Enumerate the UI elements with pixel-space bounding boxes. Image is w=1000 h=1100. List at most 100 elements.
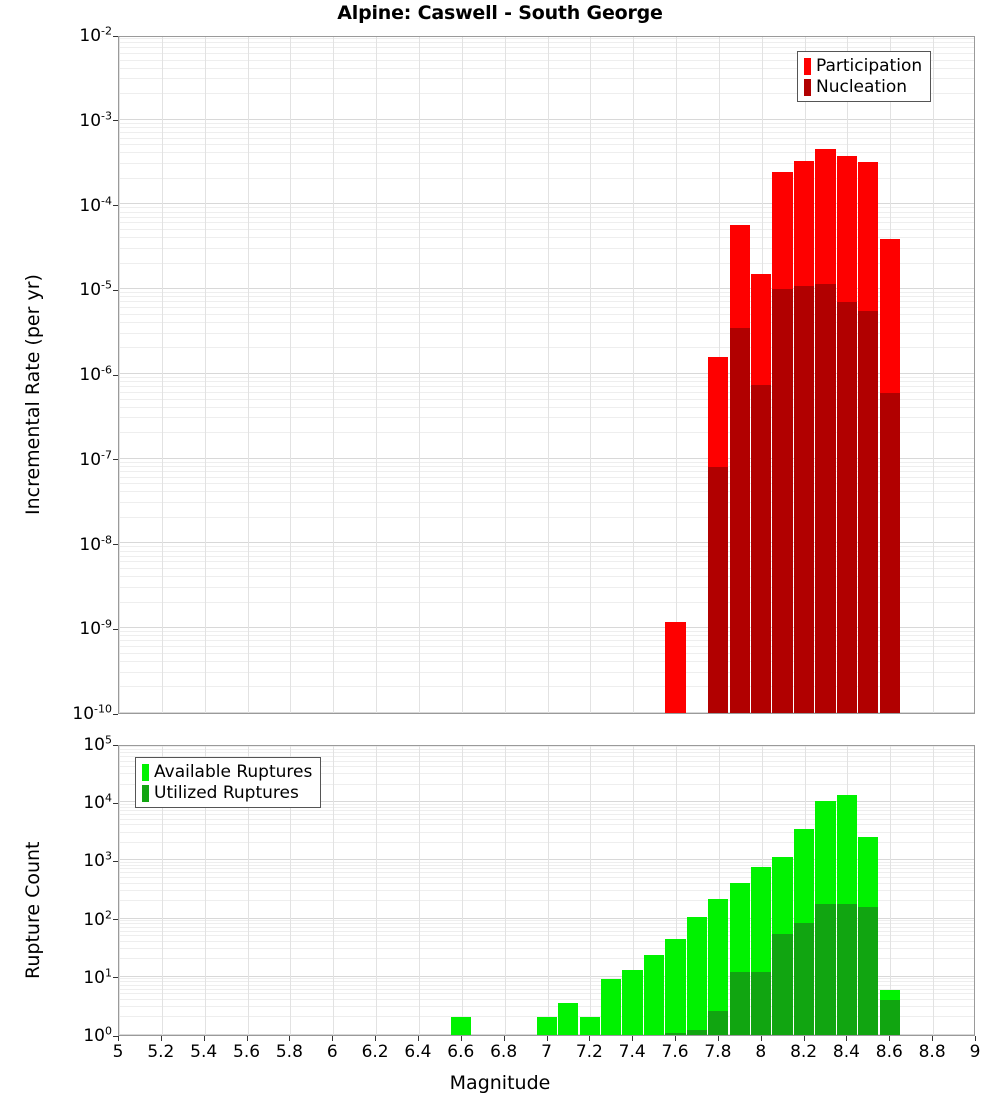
gridline-vertical	[290, 746, 292, 1035]
gridline-minor	[119, 814, 974, 815]
gridline-minor	[119, 292, 974, 293]
bar-available-ruptures	[708, 899, 729, 1035]
y-tick-label: 10-3	[79, 109, 112, 131]
gridline-minor	[119, 1016, 974, 1017]
gridline-vertical	[119, 746, 120, 1035]
y-tick-label: 10-9	[79, 617, 112, 640]
gridline-minor	[119, 890, 974, 891]
x-tick-label: 5	[112, 1042, 124, 1062]
bar-utilized-ruptures	[751, 972, 772, 1035]
bar-available-ruptures	[622, 970, 643, 1035]
gridline-minor	[119, 466, 974, 467]
bar-available-ruptures	[601, 979, 622, 1035]
gridline-vertical	[718, 746, 720, 1035]
gridline-vertical	[119, 37, 120, 713]
gridline-minor	[119, 978, 974, 979]
gridline-vertical	[376, 746, 378, 1035]
bar-nucleation	[729, 327, 750, 713]
bar-available-ruptures	[451, 1017, 472, 1035]
x-tick-mark	[375, 1036, 377, 1041]
bar-nucleation	[836, 302, 857, 713]
legend-label: Utilized Ruptures	[154, 783, 299, 803]
x-tick-label: 8	[755, 1042, 767, 1062]
page-title: Alpine: Caswell - South George	[337, 2, 663, 24]
y-tick-label: 103	[83, 849, 112, 872]
gridline-minor	[119, 248, 974, 249]
gridline-major	[119, 203, 974, 204]
gridline-minor	[119, 784, 974, 785]
gridline-minor	[119, 999, 974, 1000]
y-tick-mark	[113, 205, 118, 206]
gridline-minor	[119, 842, 974, 843]
gridline-vertical	[547, 746, 549, 1035]
x-tick-label: 7.2	[575, 1042, 603, 1062]
gridline-minor	[119, 756, 974, 757]
x-tick-label: 5.2	[147, 1042, 175, 1062]
gridline-minor	[119, 746, 974, 747]
gridline-minor	[119, 477, 974, 478]
x-tick-mark	[503, 1036, 505, 1041]
x-tick-mark	[803, 1036, 805, 1041]
bar-utilized-ruptures	[815, 904, 836, 1035]
gridline-minor	[119, 322, 974, 323]
x-tick-mark	[417, 1036, 419, 1041]
gridline-minor	[119, 222, 974, 223]
gridline-major	[119, 627, 974, 628]
gridline-minor	[119, 237, 974, 238]
gridline-vertical	[461, 37, 463, 713]
gridline-major	[119, 918, 974, 919]
y-tick-mark	[113, 713, 118, 715]
y-tick-mark	[113, 744, 118, 746]
gridline-vertical	[547, 37, 549, 713]
x-tick-label: 8.4	[832, 1042, 860, 1062]
gridline-minor	[119, 920, 974, 921]
gridline-minor	[119, 865, 974, 866]
gridline-minor	[119, 296, 974, 297]
x-tick-label: 7	[541, 1042, 552, 1062]
gridline-minor	[119, 824, 974, 825]
gridline-minor	[119, 923, 974, 924]
gridline-vertical	[204, 37, 206, 713]
gridline-minor	[119, 766, 974, 767]
y-tick-label: 104	[83, 791, 112, 814]
y-tick-label: 100	[83, 1024, 112, 1046]
gridline-minor	[119, 399, 974, 400]
gridline-minor	[119, 985, 974, 986]
gridline-minor	[119, 229, 974, 230]
gridline-major	[119, 458, 974, 459]
gridline-major	[119, 119, 974, 120]
y-tick-mark	[113, 860, 118, 862]
gridline-major	[119, 542, 974, 543]
bar-nucleation	[858, 311, 879, 713]
y-tick-label: 10-6	[79, 363, 112, 385]
bar-utilized-ruptures	[858, 906, 879, 1035]
gridline-minor	[119, 686, 974, 687]
gridline-minor	[119, 307, 974, 308]
x-tick-mark	[589, 1036, 591, 1041]
y-tick-mark	[113, 977, 118, 979]
gridline-vertical	[590, 37, 592, 713]
gridline-vertical	[161, 37, 163, 713]
gridline-minor	[119, 38, 974, 39]
gridline-minor	[119, 152, 974, 153]
gridline-minor	[119, 561, 974, 562]
legend-label: Available Ruptures	[154, 762, 313, 782]
bottom-panel-legend: Available Ruptures Utilized Ruptures	[135, 757, 322, 808]
gridline-minor	[119, 347, 974, 348]
gridline-minor	[119, 417, 974, 418]
gridline-minor	[119, 60, 974, 61]
gridline-vertical	[376, 37, 378, 713]
gridline-minor	[119, 872, 974, 873]
x-tick-mark	[546, 1036, 548, 1041]
gridline-vertical	[247, 37, 249, 713]
bar-utilized-ruptures	[686, 1030, 707, 1035]
gridline-minor	[119, 653, 974, 654]
gridline-vertical	[890, 746, 892, 1035]
gridline-vertical	[633, 37, 635, 713]
x-tick-mark	[203, 1036, 205, 1041]
gridline-minor	[119, 53, 974, 54]
bar-nucleation	[772, 289, 793, 713]
y-tick-label: 10-2	[79, 24, 112, 46]
bar-available-ruptures	[665, 939, 686, 1035]
bar-nucleation	[879, 392, 900, 713]
